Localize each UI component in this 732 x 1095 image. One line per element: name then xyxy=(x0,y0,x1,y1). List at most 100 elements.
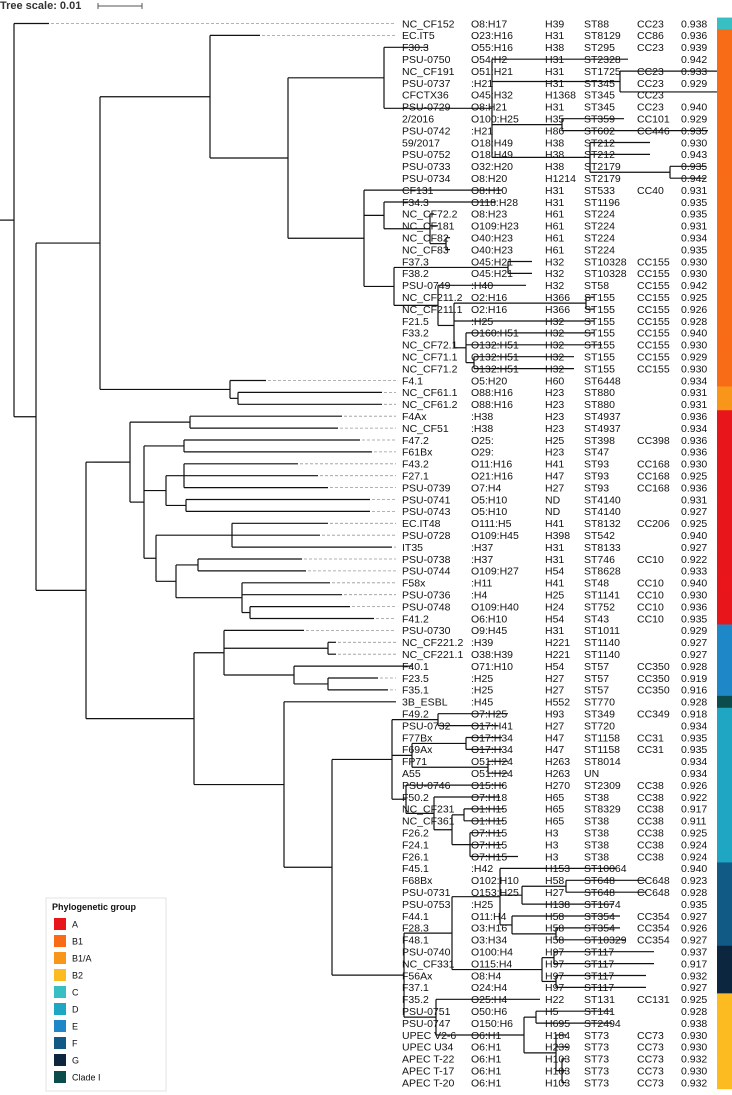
legend-swatch xyxy=(54,952,66,964)
strain-fimH: H23 xyxy=(545,423,564,435)
strain-serotype: O55:H16 xyxy=(471,42,513,54)
legend-swatch xyxy=(54,1003,66,1015)
strain-fimH: H93 xyxy=(545,709,564,721)
phylogroup-strip-cell xyxy=(717,541,732,554)
strain-name: PSU-0753 xyxy=(402,899,451,911)
strain-name: F37.1 xyxy=(402,982,429,994)
strain-name: PSU-0738 xyxy=(402,554,451,566)
strain-name: F30.3 xyxy=(402,42,429,54)
strain-sim: 0.934 xyxy=(681,375,707,387)
strain-cc: CC155 xyxy=(637,304,670,316)
tree-scale: Tree scale: 0.01 xyxy=(0,0,143,12)
strain-name: PSU-0742 xyxy=(402,125,451,137)
strain-st: ST398 xyxy=(584,435,615,447)
phylogroup-strip-cell xyxy=(717,279,732,292)
strain-sim: 0.935 xyxy=(681,613,707,625)
phylogroup-strip-cell xyxy=(717,457,732,471)
phylogroup-strip-cell xyxy=(717,231,732,245)
strain-st: ST1725 xyxy=(584,66,621,78)
strain-fimH: H1368 xyxy=(545,90,576,102)
strain-st: ST8132 xyxy=(584,518,621,530)
legend-label: C xyxy=(72,988,79,998)
strain-st: ST8329 xyxy=(584,804,621,816)
strain-cc: CC23 xyxy=(637,66,664,78)
strain-sim: 0.936 xyxy=(681,435,707,447)
phylogroup-strip-cell xyxy=(717,184,732,197)
strain-st: ST224 xyxy=(584,233,615,245)
strain-name: A55 xyxy=(402,768,421,780)
strain-sim: 0.929 xyxy=(681,114,707,126)
phylogroup-strip-cell xyxy=(717,243,732,257)
legend-swatch xyxy=(54,935,66,947)
strain-serotype: O1:H15 xyxy=(471,804,507,816)
strain-cc: CC155 xyxy=(637,292,670,304)
phylogroup-strip-cell xyxy=(717,434,732,447)
phylogroup-strip-cell xyxy=(717,17,732,31)
strain-fimH: H61 xyxy=(545,244,564,256)
strain-cc: CC31 xyxy=(637,744,664,756)
strain-fimH: H23 xyxy=(545,387,564,399)
strain-sim: 0.925 xyxy=(681,828,707,840)
strain-sim: 0.924 xyxy=(681,839,707,851)
strain-serotype: O54:H2 xyxy=(471,54,507,66)
strain-fimH: H31 xyxy=(545,78,564,90)
strain-fimH: H22 xyxy=(545,994,564,1006)
strain-sim: 0.922 xyxy=(681,554,707,566)
strain-name: UPEC V2-6 xyxy=(402,1030,456,1042)
strain-fimH: H31 xyxy=(545,102,564,114)
strain-st: ST2179 xyxy=(584,173,621,185)
strain-fimH: H263 xyxy=(545,768,570,780)
strain-st: ST58 xyxy=(584,280,609,292)
strain-fimH: H32 xyxy=(545,363,564,375)
strain-name: NC_CF331 xyxy=(402,958,455,970)
strain-st: ST38 xyxy=(584,828,609,840)
strain-fimH: H27 xyxy=(545,482,564,494)
strain-serotype: O109:H23 xyxy=(471,221,519,233)
phylogroup-strip-cell xyxy=(717,124,732,138)
strain-fimH: H27 xyxy=(545,685,564,697)
strain-fimH: H31 xyxy=(545,66,564,78)
strain-st: ST131 xyxy=(584,994,615,1006)
strain-cc: CC73 xyxy=(637,1077,664,1089)
phylogroup-strip-cell xyxy=(717,553,732,566)
strain-cc: CC86 xyxy=(637,30,664,42)
strain-sim: 0.925 xyxy=(681,471,707,483)
strain-cc: CC73 xyxy=(637,1054,664,1066)
strain-fimH: H32 xyxy=(545,340,564,352)
phylogroup-strip-cell xyxy=(717,612,732,626)
strain-serotype: O29: xyxy=(471,447,494,459)
strain-serotype: O6:H10 xyxy=(471,613,507,625)
phylogroup-strip-cell xyxy=(717,624,732,637)
strain-serotype: O7:H4 xyxy=(471,482,502,494)
phylogroup-strip-cell xyxy=(717,838,732,852)
strain-name: F26.2 xyxy=(402,828,429,840)
phylogroup-strip-cell xyxy=(717,88,732,102)
strain-st: ST38 xyxy=(584,816,609,828)
strain-sim: 0.916 xyxy=(681,685,707,697)
strain-fimH: H38 xyxy=(545,161,564,173)
strain-serotype: O51:H21 xyxy=(471,66,513,78)
phylogroup-strip-cell xyxy=(717,898,732,911)
phylogroup-strip-cell xyxy=(717,41,732,54)
strain-sim: 0.935 xyxy=(681,125,707,137)
strain-st: ST8628 xyxy=(584,566,621,578)
phylogroup-strip-cell xyxy=(717,648,732,661)
strain-sim: 0.923 xyxy=(681,875,707,887)
strain-st: ST542 xyxy=(584,530,615,542)
strain-name: EC.IT48 xyxy=(402,518,441,530)
strain-fimH: H65 xyxy=(545,816,564,828)
phylogroup-strip-cell xyxy=(717,933,732,947)
strain-name: NC_CF211.2 xyxy=(402,292,463,304)
strain-cc: CC23 xyxy=(637,18,664,30)
strain-sim: 0.940 xyxy=(681,578,707,590)
strain-fimH: H32 xyxy=(545,352,564,364)
phylogroup-strip-cell xyxy=(717,386,732,399)
strain-sim: 0.926 xyxy=(681,780,707,792)
strain-fimH: H39 xyxy=(545,18,564,30)
strain-fimH: H27 xyxy=(545,673,564,685)
strain-fimH: H32 xyxy=(545,268,564,280)
strain-fimH: H97 xyxy=(545,958,564,970)
strain-cc: CC446 xyxy=(637,125,670,137)
strain-name: NC_CF221.2 xyxy=(402,637,463,649)
strain-name: 3B_ESBL xyxy=(402,697,448,709)
